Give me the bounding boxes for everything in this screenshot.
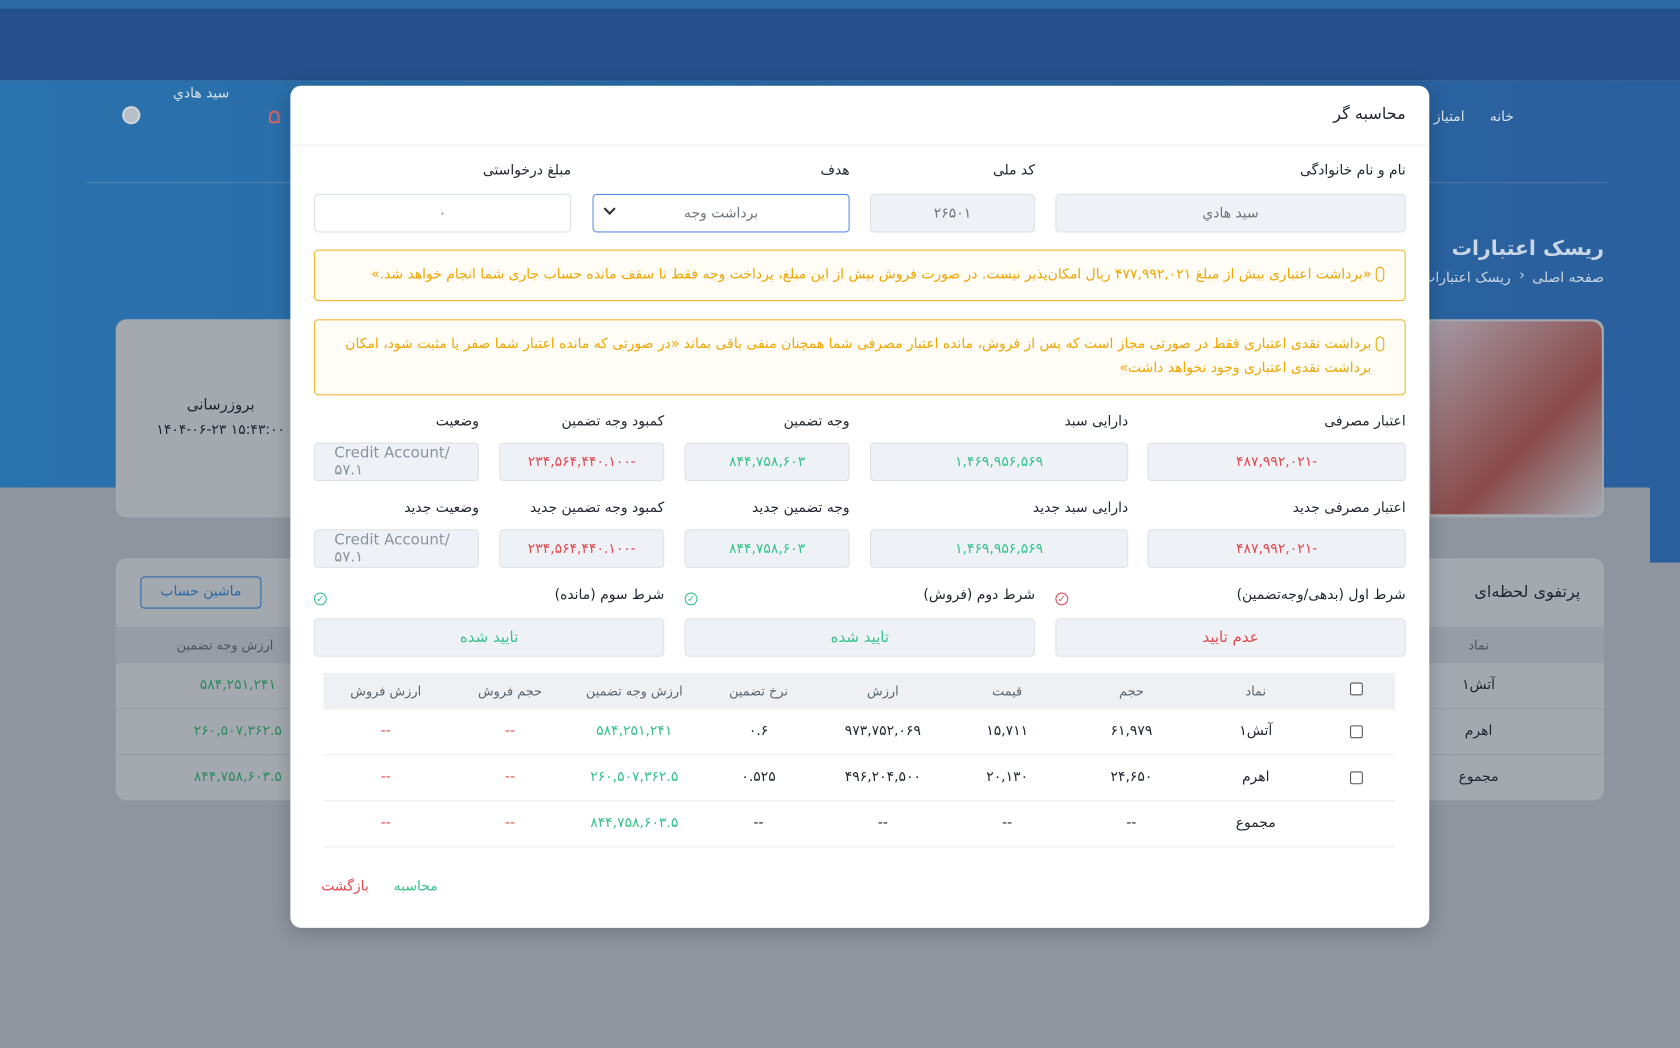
breadcrumb-item: ریسک اعتبارات (1422, 270, 1511, 287)
calculator-button[interactable]: ماشین حساب (140, 576, 262, 609)
calculator-modal (290, 85, 1430, 928)
table-cell: اهرم (1464, 723, 1493, 740)
table-cell: ۵۸۴,۲۵۱,۲۴۱ (199, 677, 276, 694)
portfolio-title: پرتفوی لحظه‌ای (1474, 581, 1581, 602)
table-header: نماد (1468, 637, 1489, 653)
user-name: سید هادي (172, 85, 230, 102)
bell-icon (268, 110, 280, 124)
table-cell: ۲۶۰,۵۰۷,۳۶۲.۵ (193, 723, 282, 740)
update-label: بروزرسانی (186, 396, 255, 414)
header-band (0, 0, 1680, 9)
card-illustration (1430, 321, 1602, 515)
page-title: ریسک اعتبارات (1451, 236, 1604, 261)
breadcrumb-item: صفحه اصلی (1532, 270, 1604, 287)
hero-band-edge (1650, 80, 1680, 563)
table-header: ارزش وجه تضمین (176, 637, 274, 653)
table-cell: آتش۱ (1462, 677, 1496, 694)
header-bar (0, 8, 1680, 81)
nav-link: امتیاز (1433, 109, 1465, 126)
table-cell: ۸۴۴,۷۵۸,۶۰۳.۵ (193, 769, 282, 786)
breadcrumb-sep: › (1519, 267, 1525, 284)
avatar (122, 106, 141, 125)
update-time: ۱۴۰۴-۰۶-۲۳ ۱۵:۴۳:۰۰ (156, 422, 286, 439)
table-cell: مجموع (1458, 769, 1499, 786)
nav-link: خانه (1489, 109, 1514, 126)
